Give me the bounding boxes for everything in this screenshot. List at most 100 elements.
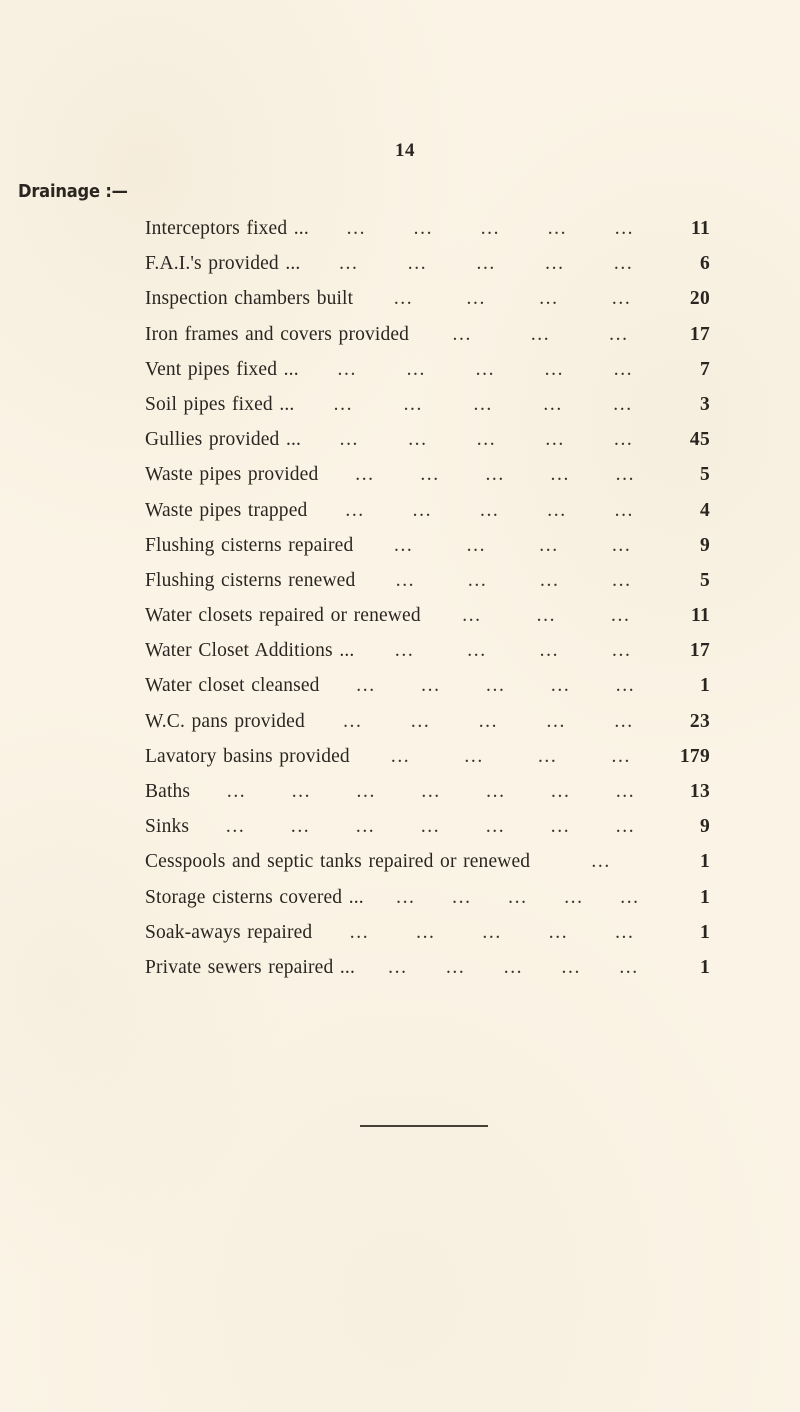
leader-dots-group: ... — [544, 358, 565, 380]
dot-leader: ......... — [409, 324, 664, 346]
leader-dots-group: ... — [291, 781, 312, 802]
leader-dots-group: ... — [356, 675, 376, 697]
row-label: Soil pipes fixed ... — [145, 393, 295, 415]
leader-dots-group: ... — [339, 429, 360, 451]
dot-leader: ............... — [301, 429, 664, 451]
leader-dots-group: ... — [473, 393, 493, 415]
dot-leader: ............... — [307, 500, 664, 522]
table-row: Iron frames and covers provided.........… — [145, 324, 710, 359]
leader-dots-group: ... — [615, 781, 636, 802]
leader-dots-group: ... — [407, 253, 428, 275]
leader-dots-group: ... — [406, 358, 427, 380]
leader-dots-group: ... — [547, 499, 567, 521]
row-value: 17 — [689, 323, 710, 345]
leader-dots-group: ... — [611, 745, 631, 767]
dot-leader: ............ — [354, 640, 664, 662]
table-row: Vent pipes fixed .................. 7 — [145, 359, 710, 394]
row-label: Soak-aways repaired — [145, 921, 313, 943]
table-row: Inspection chambers built............ 20 — [145, 288, 710, 323]
leader-dots-group: ... — [543, 393, 563, 415]
dot-leader: ............... — [364, 887, 664, 909]
leader-dots-group: ... — [486, 781, 506, 802]
leader-dots-group: ... — [339, 253, 359, 275]
dot-leader: ............... — [309, 218, 664, 240]
leader-dots-group: ... — [464, 745, 484, 767]
dot-leader: ............... — [355, 957, 664, 979]
row-value: 45 — [689, 429, 710, 451]
table-row: Cesspools and septic tanks repaired or r… — [145, 851, 710, 886]
leader-dots-group: ... — [476, 253, 496, 275]
row-label: Vent pipes fixed ... — [145, 358, 299, 380]
table-row: F.A.I.'s provided .................. 6 — [145, 253, 710, 288]
row-label: Private sewers repaired ... — [145, 956, 355, 978]
row-label: Sinks — [145, 816, 190, 838]
leader-dots-group: ... — [467, 569, 488, 591]
table-row: Soil pipes fixed .................. 3 — [145, 394, 710, 429]
dot-leader: ............... — [300, 253, 664, 275]
leader-dots-group: ... — [539, 288, 559, 310]
leader-dots-group: ... — [403, 393, 423, 415]
leader-dots-group: ... — [564, 886, 584, 908]
leader-dots-group: ... — [611, 605, 631, 627]
leader-dots-group: ... — [452, 323, 472, 345]
dot-leader: ............... — [312, 922, 664, 944]
row-value: 13 — [689, 781, 710, 802]
row-value: 1 — [699, 956, 710, 978]
row-label: Lavatory basins provided — [145, 745, 350, 767]
leader-dots-group: ... — [349, 921, 370, 943]
leader-dots-group: ... — [540, 569, 560, 591]
leader-dots-group: ... — [614, 218, 635, 239]
leader-dots-group: ... — [615, 675, 636, 697]
table-row: Private sewers repaired ................… — [145, 957, 710, 992]
table-row: W.C. pans provided............... 23 — [145, 711, 710, 746]
leader-dots-group: ... — [537, 745, 558, 767]
row-value: 23 — [689, 710, 710, 732]
table-row: Water closets repaired or renewed.......… — [145, 605, 710, 640]
leader-dots-group: ... — [482, 921, 502, 943]
row-value: 3 — [699, 393, 710, 415]
row-value: 1 — [699, 886, 710, 908]
leader-dots-group: ... — [394, 640, 415, 662]
row-label: Gullies provided ... — [145, 429, 302, 451]
row-label: Water Closet Additions ... — [145, 640, 355, 662]
row-label: F.A.I.'s provided ... — [145, 253, 301, 275]
table-row: Gullies provided .................. 45 — [145, 429, 710, 464]
leader-dots-group: ... — [393, 288, 414, 310]
row-value: 5 — [699, 569, 710, 591]
row-label: Inspection chambers built — [145, 288, 354, 310]
leader-dots-group: ... — [561, 956, 581, 978]
dot-leader: ............... — [320, 675, 664, 697]
leader-dots-group: ... — [611, 288, 632, 310]
table-row: Lavatory basins provided............ 179 — [145, 746, 710, 781]
leader-dots-group: ... — [333, 393, 354, 415]
leader-dots-group: ... — [591, 851, 611, 873]
leader-dots-group: ... — [395, 569, 416, 591]
page-number: 14 — [395, 140, 415, 161]
leader-dots-group: ... — [550, 464, 570, 486]
row-value: 1 — [699, 921, 710, 943]
table-row: Baths..................... 13 — [145, 781, 710, 816]
leader-dots-group: ... — [508, 886, 528, 908]
dot-leader: ............... — [294, 394, 664, 416]
leader-dots-group: ... — [355, 464, 375, 486]
leader-dots-group: ... — [346, 218, 367, 239]
leader-dots-group: ... — [546, 710, 566, 732]
leader-dots-group: ... — [420, 464, 440, 486]
dot-leader: ............ — [350, 746, 664, 768]
leader-dots-group: ... — [226, 781, 247, 802]
row-label: Storage cisterns covered ... — [145, 886, 364, 908]
row-label: Waste pipes provided — [145, 464, 319, 486]
dot-leader: ............... — [305, 711, 664, 733]
row-label: Baths — [145, 781, 191, 802]
leader-dots-group: ... — [445, 956, 466, 978]
leader-dots-group: ... — [393, 534, 414, 556]
leader-dots-group: ... — [479, 499, 500, 521]
row-value: 179 — [679, 745, 710, 767]
dot-leader: ..................... — [189, 816, 664, 838]
row-value: 17 — [689, 640, 710, 662]
row-label: Water closets repaired or renewed — [145, 605, 421, 627]
table-row: Sinks..................... 9 — [145, 816, 710, 851]
leader-dots-group: ... — [613, 253, 634, 275]
row-label: Iron frames and covers provided — [145, 323, 410, 345]
